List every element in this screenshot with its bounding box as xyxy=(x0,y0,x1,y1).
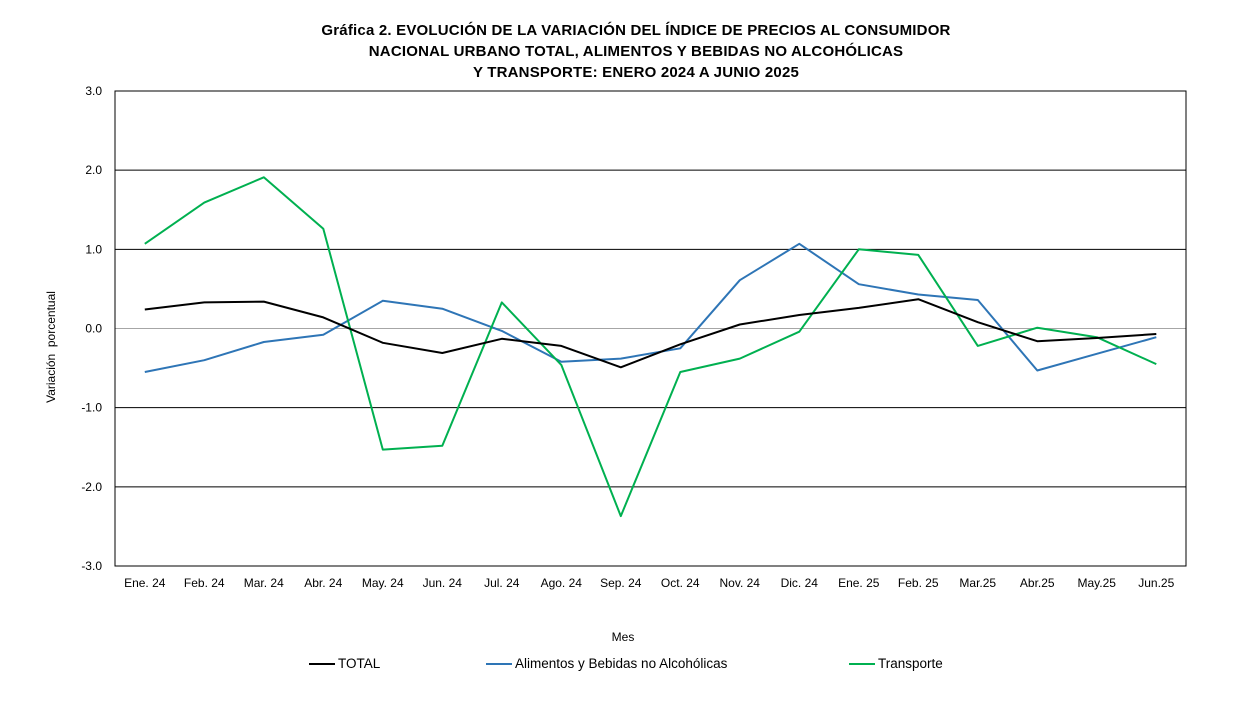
x-tick-label: Jul. 24 xyxy=(484,576,520,590)
series-lines xyxy=(144,176,1157,518)
x-tick-label: Jun.25 xyxy=(1138,576,1174,590)
x-axis-ticks: Ene. 24 Feb. 24 Mar. 24 Abr. 24 May. 24 Jun. … xyxy=(124,576,1175,590)
y-axis-title: Variación porcentual xyxy=(44,291,58,403)
legend-label-alimentos: Alimentos y Bebidas no Alcohólicas xyxy=(515,656,728,671)
x-tick-label: May.25 xyxy=(1078,576,1117,590)
x-tick-label: Feb. 25 xyxy=(898,576,939,590)
x-tick-label: Nov. 24 xyxy=(720,576,761,590)
chart-title: Gráfica 2. EVOLUCIÓN DE LA VARIACIÓN DEL… xyxy=(0,20,1237,83)
x-tick-label: Ago. 24 xyxy=(541,576,583,590)
x-axis-title: Mes xyxy=(612,630,635,644)
y-tick-label: -3.0 xyxy=(81,559,102,573)
y-tick-label: -2.0 xyxy=(81,480,102,494)
legend-swatch-total xyxy=(309,662,335,665)
y-tick-label: 3.0 xyxy=(85,84,102,98)
chart-title-line-3: Y TRANSPORTE: ENERO 2024 A JUNIO 2025 xyxy=(472,64,800,81)
x-tick-label: Feb. 24 xyxy=(184,576,225,590)
y-tick-label: 2.0 xyxy=(85,163,102,177)
x-tick-label: Dic. 24 xyxy=(781,576,819,590)
legend-item-transporte: Transporte xyxy=(849,656,943,671)
y-tick-label: -1.0 xyxy=(81,401,102,415)
x-tick-label: Mar. 24 xyxy=(244,576,284,590)
legend-item-total: TOTAL xyxy=(309,656,380,671)
x-tick-label: Ene. 25 xyxy=(838,576,880,590)
series-line-total xyxy=(144,298,1157,369)
x-tick-label: Mar.25 xyxy=(959,576,996,590)
x-tick-label: Abr.25 xyxy=(1020,576,1055,590)
legend: TOTAL Alimentos y Bebidas no Alcohólicas… xyxy=(0,656,1237,676)
legend-label-total: TOTAL xyxy=(338,656,381,671)
gridlines xyxy=(115,169,1186,488)
chart-title-line-2: NACIONAL URBANO TOTAL, ALIMENTOS Y BEBID… xyxy=(368,43,904,60)
legend-item-alimentos: Alimentos y Bebidas no Alcohólicas xyxy=(486,656,727,671)
chart-title-line-1: Gráfica 2. EVOLUCIÓN DE LA VARIACIÓN DEL… xyxy=(321,22,951,39)
x-tick-label: Oct. 24 xyxy=(661,576,700,590)
legend-label-transporte: Transporte xyxy=(878,656,943,671)
x-tick-label: Ene. 24 xyxy=(124,576,166,590)
x-tick-label: May. 24 xyxy=(362,576,404,590)
plot-area-border xyxy=(114,90,1187,567)
y-tick-label: 0.0 xyxy=(85,322,102,336)
x-tick-label: Jun. 24 xyxy=(423,576,463,590)
legend-swatch-transporte xyxy=(849,662,875,665)
legend-swatch-alimentos xyxy=(486,662,512,665)
series-line-alimentos xyxy=(144,242,1157,373)
y-tick-label: 1.0 xyxy=(85,242,102,256)
x-tick-label: Sep. 24 xyxy=(600,576,642,590)
y-axis-ticks: 3.0 2.0 1.0 0.0 -1.0 -2.0 -3.0 xyxy=(81,84,102,573)
series-line-transporte xyxy=(144,176,1157,518)
x-tick-label: Abr. 24 xyxy=(304,576,342,590)
